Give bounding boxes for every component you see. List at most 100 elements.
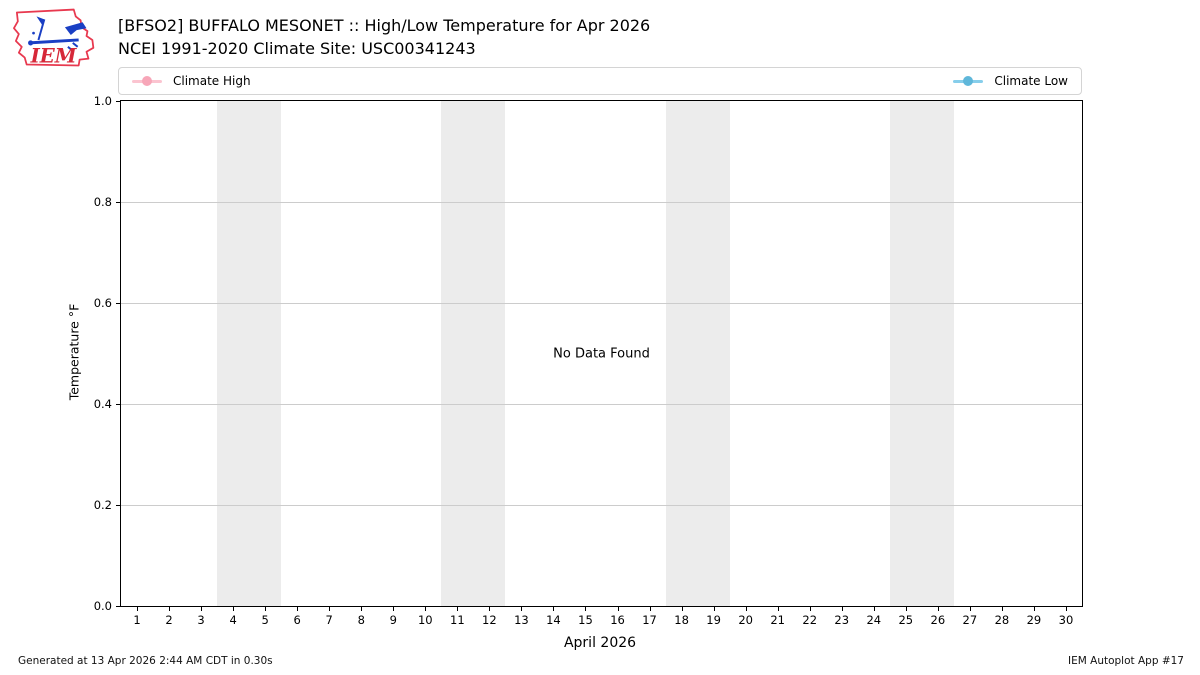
x-tick-mark [905,607,907,611]
x-tick-label: 29 [1026,613,1042,627]
x-tick-mark [425,607,427,611]
climate-low-swatch [953,76,984,86]
x-tick-label: 3 [197,613,205,627]
x-tick-label: 23 [834,613,850,627]
x-tick-label: 7 [325,613,333,627]
y-tick-label: 0.8 [93,195,112,209]
x-tick-mark [169,607,171,611]
chart-subtitle: NCEI 1991-2020 Climate Site: USC00341243 [118,39,476,58]
x-tick-label: 28 [994,613,1010,627]
x-tick-mark [393,607,395,611]
x-tick-label: 22 [802,613,818,627]
x-tick-label: 19 [706,613,721,627]
y-axis-title: Temperature °F [66,303,82,401]
x-tick-label: 27 [962,613,978,627]
x-tick-mark [265,607,267,611]
y-tick-mark [116,202,120,203]
weekend-shading-band [441,101,506,606]
legend-item-climate-low: Climate Low [953,74,1068,88]
x-tick-mark [969,607,971,611]
x-axis-title: April 2026 [563,635,637,651]
x-tick-mark [201,607,203,611]
x-tick-label: 25 [898,613,914,627]
x-tick-label: 30 [1058,613,1074,627]
y-gridline [121,404,1082,405]
generated-timestamp: Generated at 13 Apr 2026 2:44 AM CDT in … [18,655,273,667]
climate-high-marker-icon [142,76,152,86]
weekend-shading-band [889,101,954,606]
chart-title: [BFSO2] BUFFALO MESONET :: High/Low Temp… [118,16,651,35]
x-tick-mark [137,607,139,611]
iem-logo-text: IEM [30,45,78,68]
x-tick-label: 1 [133,613,141,627]
x-tick-label: 8 [357,613,365,627]
y-tick-label: 1.0 [93,94,112,108]
chart-legend: Climate High Climate Low [118,67,1082,95]
x-tick-mark [649,607,651,611]
x-tick-mark [297,607,299,611]
y-tick-mark [116,303,120,304]
x-tick-label: 17 [642,613,657,627]
x-tick-mark [1033,607,1035,611]
y-tick-label: 0.6 [93,296,112,310]
x-tick-mark [585,607,587,611]
x-tick-mark [361,607,363,611]
y-tick-label: 0.2 [93,498,112,512]
x-tick-label: 11 [450,613,465,627]
x-tick-label: 5 [261,613,269,627]
app-credit: IEM Autoplot App #17 [1068,655,1184,667]
weekend-shading-band [665,101,730,606]
x-tick-label: 26 [930,613,946,627]
y-tick-mark [116,505,120,506]
y-gridline [121,303,1082,304]
x-tick-label: 2 [165,613,173,627]
y-gridline [121,505,1082,506]
x-tick-label: 15 [578,613,593,627]
weekend-shading-band [217,101,282,606]
x-tick-label: 14 [546,613,561,627]
y-tick-label: 0.0 [93,599,112,613]
x-tick-mark [777,607,779,611]
x-tick-mark [809,607,811,611]
iem-logo: IEM [13,8,95,68]
x-tick-mark [873,607,875,611]
y-tick-mark [116,101,120,102]
x-tick-mark [713,607,715,611]
x-tick-label: 10 [417,613,433,627]
x-tick-mark [617,607,619,611]
legend-label-climate-high: Climate High [173,74,251,88]
x-tick-mark [937,607,939,611]
x-tick-label: 4 [229,613,237,627]
x-tick-mark [681,607,683,611]
x-tick-label: 18 [674,613,689,627]
y-tick-mark [116,606,120,607]
climate-high-swatch [132,76,162,86]
x-tick-mark [1001,607,1003,611]
x-tick-mark [489,607,491,611]
x-tick-label: 12 [482,613,497,627]
x-tick-label: 13 [514,613,529,627]
weather-vane-icon [28,16,87,52]
x-tick-label: 6 [293,613,301,627]
x-tick-label: 24 [866,613,882,627]
x-tick-mark [329,607,331,611]
x-tick-mark [841,607,843,611]
x-tick-label: 21 [770,613,785,627]
plot-area: No Data Found [120,100,1083,607]
x-tick-mark [1065,607,1067,611]
x-tick-mark [553,607,555,611]
x-tick-label: 20 [738,613,753,627]
x-tick-mark [233,607,235,611]
x-tick-mark [457,607,459,611]
x-tick-mark [745,607,747,611]
x-tick-mark [521,607,523,611]
climate-low-marker-icon [963,76,974,86]
x-tick-label: 16 [610,613,625,627]
x-tick-label: 9 [389,613,397,627]
y-tick-mark [116,404,120,405]
y-gridline [121,202,1082,203]
legend-item-climate-high: Climate High [132,74,251,88]
y-tick-label: 0.4 [93,397,112,411]
no-data-message: No Data Found [553,346,650,361]
